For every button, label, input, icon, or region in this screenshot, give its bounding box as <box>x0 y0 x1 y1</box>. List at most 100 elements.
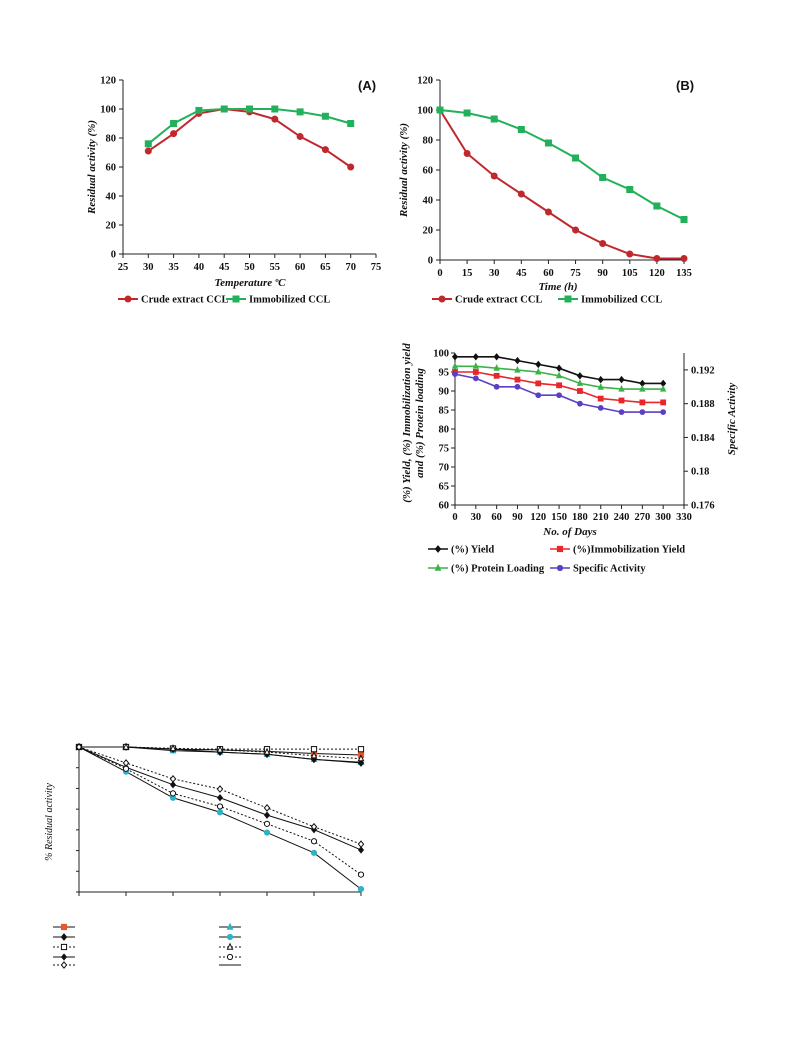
data-point <box>263 829 271 836</box>
x-tick-label: 30 <box>471 512 482 523</box>
chart-c: 60 65 70 75 80 85 90 95 100 0.176 0.18 0.184 0.188 0.… <box>401 343 738 575</box>
data-point <box>639 409 646 416</box>
legend-marker <box>556 545 564 553</box>
x-tick-label: 45 <box>219 262 230 273</box>
data-point <box>463 109 471 117</box>
series-line <box>147 107 352 168</box>
data-point <box>347 163 355 171</box>
data-point <box>535 367 542 375</box>
data-point <box>472 375 479 382</box>
data-point <box>680 255 688 262</box>
data-point <box>514 356 521 365</box>
x-tick-label: 30 <box>489 268 500 279</box>
panel-label: (A) <box>358 78 376 93</box>
data-point <box>555 371 563 379</box>
legend-label: (%) Yield <box>451 545 494 556</box>
data-point <box>639 384 646 392</box>
legend-marker <box>226 933 234 941</box>
legend-marker <box>434 563 442 571</box>
legend-label: Specific Activity <box>573 564 646 575</box>
data-point <box>618 397 625 404</box>
data-point <box>653 202 661 210</box>
data-point <box>296 133 304 141</box>
y-tick-label: 65 <box>439 482 450 493</box>
data-point <box>271 115 279 123</box>
data-point <box>618 384 625 392</box>
chart-b: 0 20 40 60 80 100 120 0 15 30 45 60 75 90 105 120 135 Tim… <box>398 76 694 306</box>
data-point <box>659 384 667 392</box>
x-axis-label: No. of Days <box>542 526 596 538</box>
x-tick-label: 40 <box>194 262 205 273</box>
data-point <box>451 353 459 361</box>
x-tick-label: 45 <box>516 268 527 279</box>
data-point <box>144 140 152 148</box>
x-tick-label: 330 <box>676 512 692 523</box>
y-tick-label: 90 <box>439 387 450 398</box>
data-point <box>626 186 634 193</box>
x-tick-label: 105 <box>622 268 638 279</box>
data-point <box>597 375 604 384</box>
data-point <box>472 353 479 361</box>
legend-label: Immobilized CCL <box>581 295 662 306</box>
data-point <box>556 392 562 399</box>
y-tick-label: 95 <box>439 368 450 379</box>
data-point <box>639 399 646 406</box>
x-tick-label: 300 <box>655 512 671 523</box>
legend-marker <box>434 545 442 553</box>
legend-marker <box>226 953 234 961</box>
y2-tick-label: 0.18 <box>691 467 709 478</box>
data-point <box>597 395 604 402</box>
data-point <box>263 747 271 755</box>
legend-marker <box>60 933 68 941</box>
data-point <box>572 226 580 234</box>
data-point <box>216 785 224 793</box>
data-point <box>490 115 498 123</box>
x-axis-label: Temperature ºC <box>214 277 286 289</box>
legend-label: (%)Immobilization Yield <box>573 545 685 556</box>
legend-label: Crude extract CCL <box>141 295 228 306</box>
data-point <box>680 216 688 223</box>
x-tick-label: 0 <box>437 268 442 279</box>
data-point <box>310 822 318 831</box>
data-point <box>577 400 583 407</box>
data-point <box>169 775 177 783</box>
data-point <box>535 380 542 387</box>
data-point <box>493 364 500 371</box>
data-point <box>463 150 471 157</box>
x-tick-label: 60 <box>543 268 554 279</box>
data-point <box>517 126 525 133</box>
data-point <box>169 744 177 752</box>
y-axis-label-line1: (%) Yield, (%) Immobilization yield <box>401 343 413 503</box>
data-point <box>576 372 583 380</box>
data-point <box>310 751 318 759</box>
x-tick-label: 35 <box>168 262 179 273</box>
y-tick-label: 80 <box>106 134 117 145</box>
data-point <box>347 120 355 127</box>
data-point <box>216 794 224 802</box>
y-axis-label: Residual activity (%) <box>398 123 410 218</box>
legend-marker <box>564 295 572 303</box>
data-point <box>357 759 365 767</box>
data-point <box>357 746 365 753</box>
y-tick-label: 0 <box>111 250 116 261</box>
data-point <box>556 364 563 372</box>
data-point <box>660 409 667 416</box>
legend-marker <box>232 295 240 303</box>
y-tick-label: 20 <box>106 221 117 232</box>
data-point <box>195 106 203 114</box>
x-tick-label: 25 <box>118 262 129 273</box>
legend-marker <box>226 942 234 950</box>
series-line <box>439 109 684 260</box>
data-point <box>653 255 661 262</box>
y-axis-label: Residual activity (%) <box>86 120 98 215</box>
y-axis-label-line2: and (%) Protein loading <box>414 368 426 478</box>
legend-marker <box>60 943 68 951</box>
data-point <box>493 383 500 390</box>
data-point <box>216 803 224 810</box>
x-tick-label: 55 <box>270 262 281 273</box>
data-point <box>544 139 552 147</box>
x-tick-label: 60 <box>491 512 502 523</box>
data-point <box>321 146 329 154</box>
x-tick-label: 135 <box>676 268 692 279</box>
